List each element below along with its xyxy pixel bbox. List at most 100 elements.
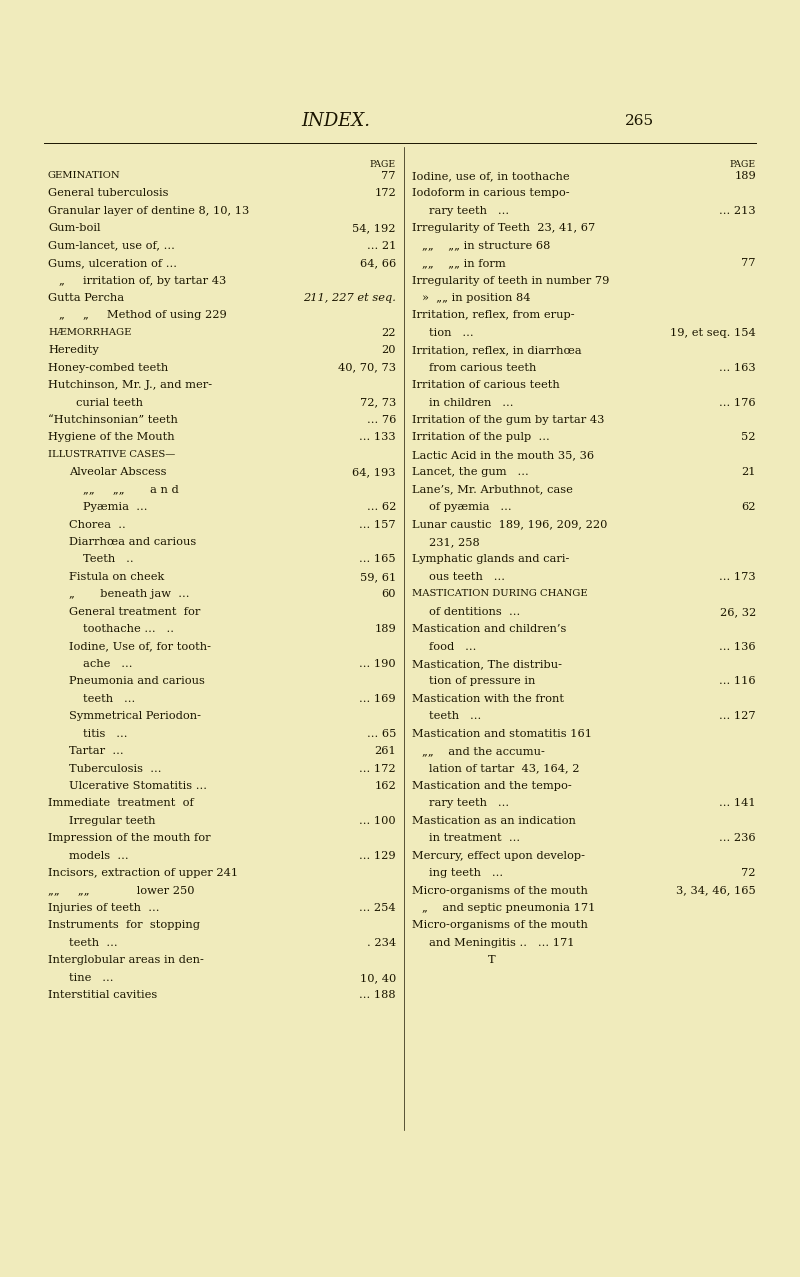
Text: teeth   ...: teeth ...	[83, 693, 135, 704]
Text: Iodine, Use of, for tooth-: Iodine, Use of, for tooth-	[69, 641, 211, 651]
Text: ing teeth   ...: ing teeth ...	[429, 868, 503, 879]
Text: 10, 40: 10, 40	[360, 973, 396, 983]
Text: Irregularity of Teeth  23, 41, 67: Irregularity of Teeth 23, 41, 67	[412, 223, 595, 234]
Text: 19, et seq. 154: 19, et seq. 154	[670, 328, 756, 338]
Text: ache   ...: ache ...	[83, 659, 133, 669]
Text: Mastication and the tempo-: Mastication and the tempo-	[412, 782, 572, 790]
Text: ... 236: ... 236	[719, 834, 756, 843]
Text: rary teeth   ...: rary teeth ...	[429, 206, 510, 216]
Text: Injuries of teeth  ...: Injuries of teeth ...	[48, 903, 159, 913]
Text: 22: 22	[382, 328, 396, 338]
Text: ... 165: ... 165	[359, 554, 396, 564]
Text: Irritation of carious teeth: Irritation of carious teeth	[412, 381, 560, 391]
Text: . 234: . 234	[367, 937, 396, 948]
Text: Heredity: Heredity	[48, 345, 98, 355]
Text: Lactic Acid in the mouth 35, 36: Lactic Acid in the mouth 35, 36	[412, 450, 594, 460]
Text: „    and septic pneumonia 171: „ and septic pneumonia 171	[422, 903, 596, 913]
Text: Micro-organisms of the mouth: Micro-organisms of the mouth	[412, 921, 588, 931]
Text: Lancet, the gum   ...: Lancet, the gum ...	[412, 467, 529, 478]
Text: Lane’s, Mr. Arbuthnot, case: Lane’s, Mr. Arbuthnot, case	[412, 485, 573, 494]
Text: ... 176: ... 176	[719, 397, 756, 407]
Text: Irritation, reflex, in diarrhœa: Irritation, reflex, in diarrhœa	[412, 345, 582, 355]
Text: ... 169: ... 169	[359, 693, 396, 704]
Text: and Meningitis ..   ... 171: and Meningitis .. ... 171	[429, 937, 574, 948]
Text: 72: 72	[742, 868, 756, 879]
Text: tion of pressure in: tion of pressure in	[429, 677, 535, 687]
Text: 261: 261	[374, 746, 396, 756]
Text: Iodine, use of, in toothache: Iodine, use of, in toothache	[412, 171, 570, 181]
Text: ... 76: ... 76	[366, 415, 396, 425]
Text: „     irritation of, by tartar 43: „ irritation of, by tartar 43	[58, 276, 226, 286]
Text: Lunar caustic  189, 196, 209, 220: Lunar caustic 189, 196, 209, 220	[412, 520, 607, 530]
Text: from carious teeth: from carious teeth	[429, 363, 537, 373]
Text: 20: 20	[382, 345, 396, 355]
Text: ... 136: ... 136	[719, 641, 756, 651]
Text: 64, 193: 64, 193	[353, 467, 396, 478]
Text: 211, 227 et seq.: 211, 227 et seq.	[303, 292, 396, 303]
Text: Tuberculosis  ...: Tuberculosis ...	[69, 764, 162, 774]
Text: »  „„ in position 84: » „„ in position 84	[422, 292, 531, 303]
Text: 3, 34, 46, 165: 3, 34, 46, 165	[676, 886, 756, 895]
Text: Mastication, The distribu-: Mastication, The distribu-	[412, 659, 562, 669]
Text: 60: 60	[382, 589, 396, 599]
Text: of pyæmia   ...: of pyæmia ...	[429, 502, 512, 512]
Text: „       beneath jaw  ...: „ beneath jaw ...	[69, 589, 190, 599]
Text: 265: 265	[626, 115, 654, 128]
Text: Interglobular areas in den-: Interglobular areas in den-	[48, 955, 204, 965]
Text: Irritation of the pulp  ...: Irritation of the pulp ...	[412, 433, 550, 442]
Text: „„    „„ in structure 68: „„ „„ in structure 68	[422, 240, 550, 250]
Text: Mastication and stomatitis 161: Mastication and stomatitis 161	[412, 729, 592, 739]
Text: ... 100: ... 100	[359, 816, 396, 826]
Text: „     „     Method of using 229: „ „ Method of using 229	[58, 310, 226, 321]
Text: Pyæmia  ...: Pyæmia ...	[83, 502, 148, 512]
Text: 162: 162	[374, 782, 396, 790]
Text: 64, 66: 64, 66	[360, 258, 396, 268]
Text: Diarrhœa and carious: Diarrhœa and carious	[69, 538, 196, 547]
Text: Tartar  ...: Tartar ...	[69, 746, 124, 756]
Text: Hutchinson, Mr. J., and mer-: Hutchinson, Mr. J., and mer-	[48, 381, 212, 391]
Text: in treatment  ...: in treatment ...	[429, 834, 520, 843]
Text: tion   ...: tion ...	[429, 328, 474, 338]
Text: Interstitial cavities: Interstitial cavities	[48, 990, 158, 1000]
Text: 77: 77	[742, 258, 756, 268]
Text: of dentitions  ...: of dentitions ...	[429, 607, 521, 617]
Text: ... 21: ... 21	[366, 240, 396, 250]
Text: INDEX.: INDEX.	[302, 112, 370, 130]
Text: General treatment  for: General treatment for	[69, 607, 201, 617]
Text: ... 173: ... 173	[719, 572, 756, 582]
Text: 77: 77	[382, 171, 396, 181]
Text: Irritation, reflex, from erup-: Irritation, reflex, from erup-	[412, 310, 574, 321]
Text: Gums, ulceration of ...: Gums, ulceration of ...	[48, 258, 177, 268]
Text: titis   ...: titis ...	[83, 729, 128, 739]
Text: 40, 70, 73: 40, 70, 73	[338, 363, 396, 373]
Text: Instruments  for  stopping: Instruments for stopping	[48, 921, 200, 931]
Text: Alveolar Abscess: Alveolar Abscess	[69, 467, 166, 478]
Text: 26, 32: 26, 32	[720, 607, 756, 617]
Text: Iodoform in carious tempo-: Iodoform in carious tempo-	[412, 189, 570, 198]
Text: 54, 192: 54, 192	[353, 223, 396, 234]
Text: 72, 73: 72, 73	[360, 397, 396, 407]
Text: food   ...: food ...	[429, 641, 477, 651]
Text: ... 141: ... 141	[719, 798, 756, 808]
Text: „„     „„             lower 250: „„ „„ lower 250	[48, 886, 194, 895]
Text: Micro-organisms of the mouth: Micro-organisms of the mouth	[412, 886, 588, 895]
Text: ous teeth   ...: ous teeth ...	[429, 572, 506, 582]
Text: ... 172: ... 172	[359, 764, 396, 774]
Text: Granular layer of dentine 8, 10, 13: Granular layer of dentine 8, 10, 13	[48, 206, 250, 216]
Text: Irregular teeth: Irregular teeth	[69, 816, 156, 826]
Text: „„    „„ in form: „„ „„ in form	[422, 258, 506, 268]
Text: General tuberculosis: General tuberculosis	[48, 189, 169, 198]
Text: ... 163: ... 163	[719, 363, 756, 373]
Text: ... 213: ... 213	[719, 206, 756, 216]
Text: Irritation of the gum by tartar 43: Irritation of the gum by tartar 43	[412, 415, 604, 425]
Text: Lymphatic glands and cari-: Lymphatic glands and cari-	[412, 554, 570, 564]
Text: „„    and the accumu-: „„ and the accumu-	[422, 746, 545, 756]
Text: Mastication as an indication: Mastication as an indication	[412, 816, 576, 826]
Text: ILLUSTRATIVE CASES—: ILLUSTRATIVE CASES—	[48, 450, 175, 458]
Text: 231, 258: 231, 258	[429, 538, 480, 547]
Text: Chorea  ..: Chorea ..	[69, 520, 126, 530]
Text: ... 116: ... 116	[719, 677, 756, 687]
Text: Impression of the mouth for: Impression of the mouth for	[48, 834, 210, 843]
Text: ... 129: ... 129	[359, 850, 396, 861]
Text: GEMINATION: GEMINATION	[48, 171, 121, 180]
